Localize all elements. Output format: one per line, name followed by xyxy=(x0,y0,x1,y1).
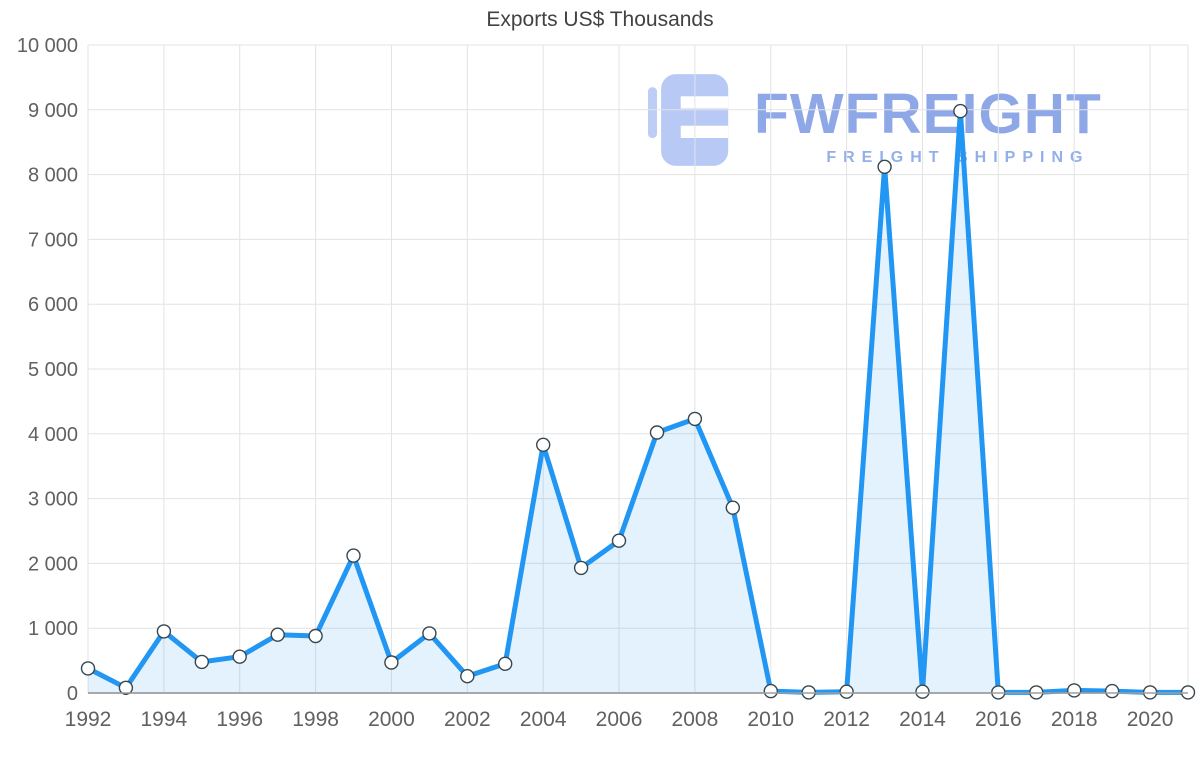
svg-text:1996: 1996 xyxy=(216,708,263,731)
svg-text:2010: 2010 xyxy=(747,708,794,731)
svg-text:2002: 2002 xyxy=(444,708,491,731)
svg-text:2008: 2008 xyxy=(672,708,719,731)
svg-text:0: 0 xyxy=(67,683,78,705)
svg-text:5 000: 5 000 xyxy=(28,359,78,381)
watermark-brand: FWFREIGHT xyxy=(754,82,1102,146)
svg-text:1998: 1998 xyxy=(292,708,339,731)
svg-text:1 000: 1 000 xyxy=(28,618,78,640)
svg-text:2006: 2006 xyxy=(596,708,643,731)
svg-text:4 000: 4 000 xyxy=(28,424,78,446)
svg-text:2000: 2000 xyxy=(368,708,415,731)
watermark: FWFREIGHT FREIGHT SHIPPING xyxy=(648,64,1102,176)
svg-text:1992: 1992 xyxy=(65,708,112,731)
svg-text:8 000: 8 000 xyxy=(28,165,78,187)
svg-text:9 000: 9 000 xyxy=(28,100,78,122)
svg-text:2 000: 2 000 xyxy=(28,553,78,575)
svg-text:3 000: 3 000 xyxy=(28,489,78,511)
svg-text:2018: 2018 xyxy=(1051,708,1098,731)
svg-text:2012: 2012 xyxy=(823,708,870,731)
watermark-subtitle: FREIGHT SHIPPING xyxy=(754,149,1102,167)
svg-text:10 000: 10 000 xyxy=(17,35,78,57)
svg-text:2014: 2014 xyxy=(899,708,946,731)
svg-text:2020: 2020 xyxy=(1127,708,1174,731)
chart-title: Exports US$ Thousands xyxy=(486,8,714,31)
svg-text:1994: 1994 xyxy=(141,708,188,731)
svg-text:7 000: 7 000 xyxy=(28,229,78,251)
svg-text:6 000: 6 000 xyxy=(28,294,78,316)
svg-text:2016: 2016 xyxy=(975,708,1022,731)
svg-text:2004: 2004 xyxy=(520,708,567,731)
watermark-text: FWFREIGHT FREIGHT SHIPPING xyxy=(754,64,1102,167)
